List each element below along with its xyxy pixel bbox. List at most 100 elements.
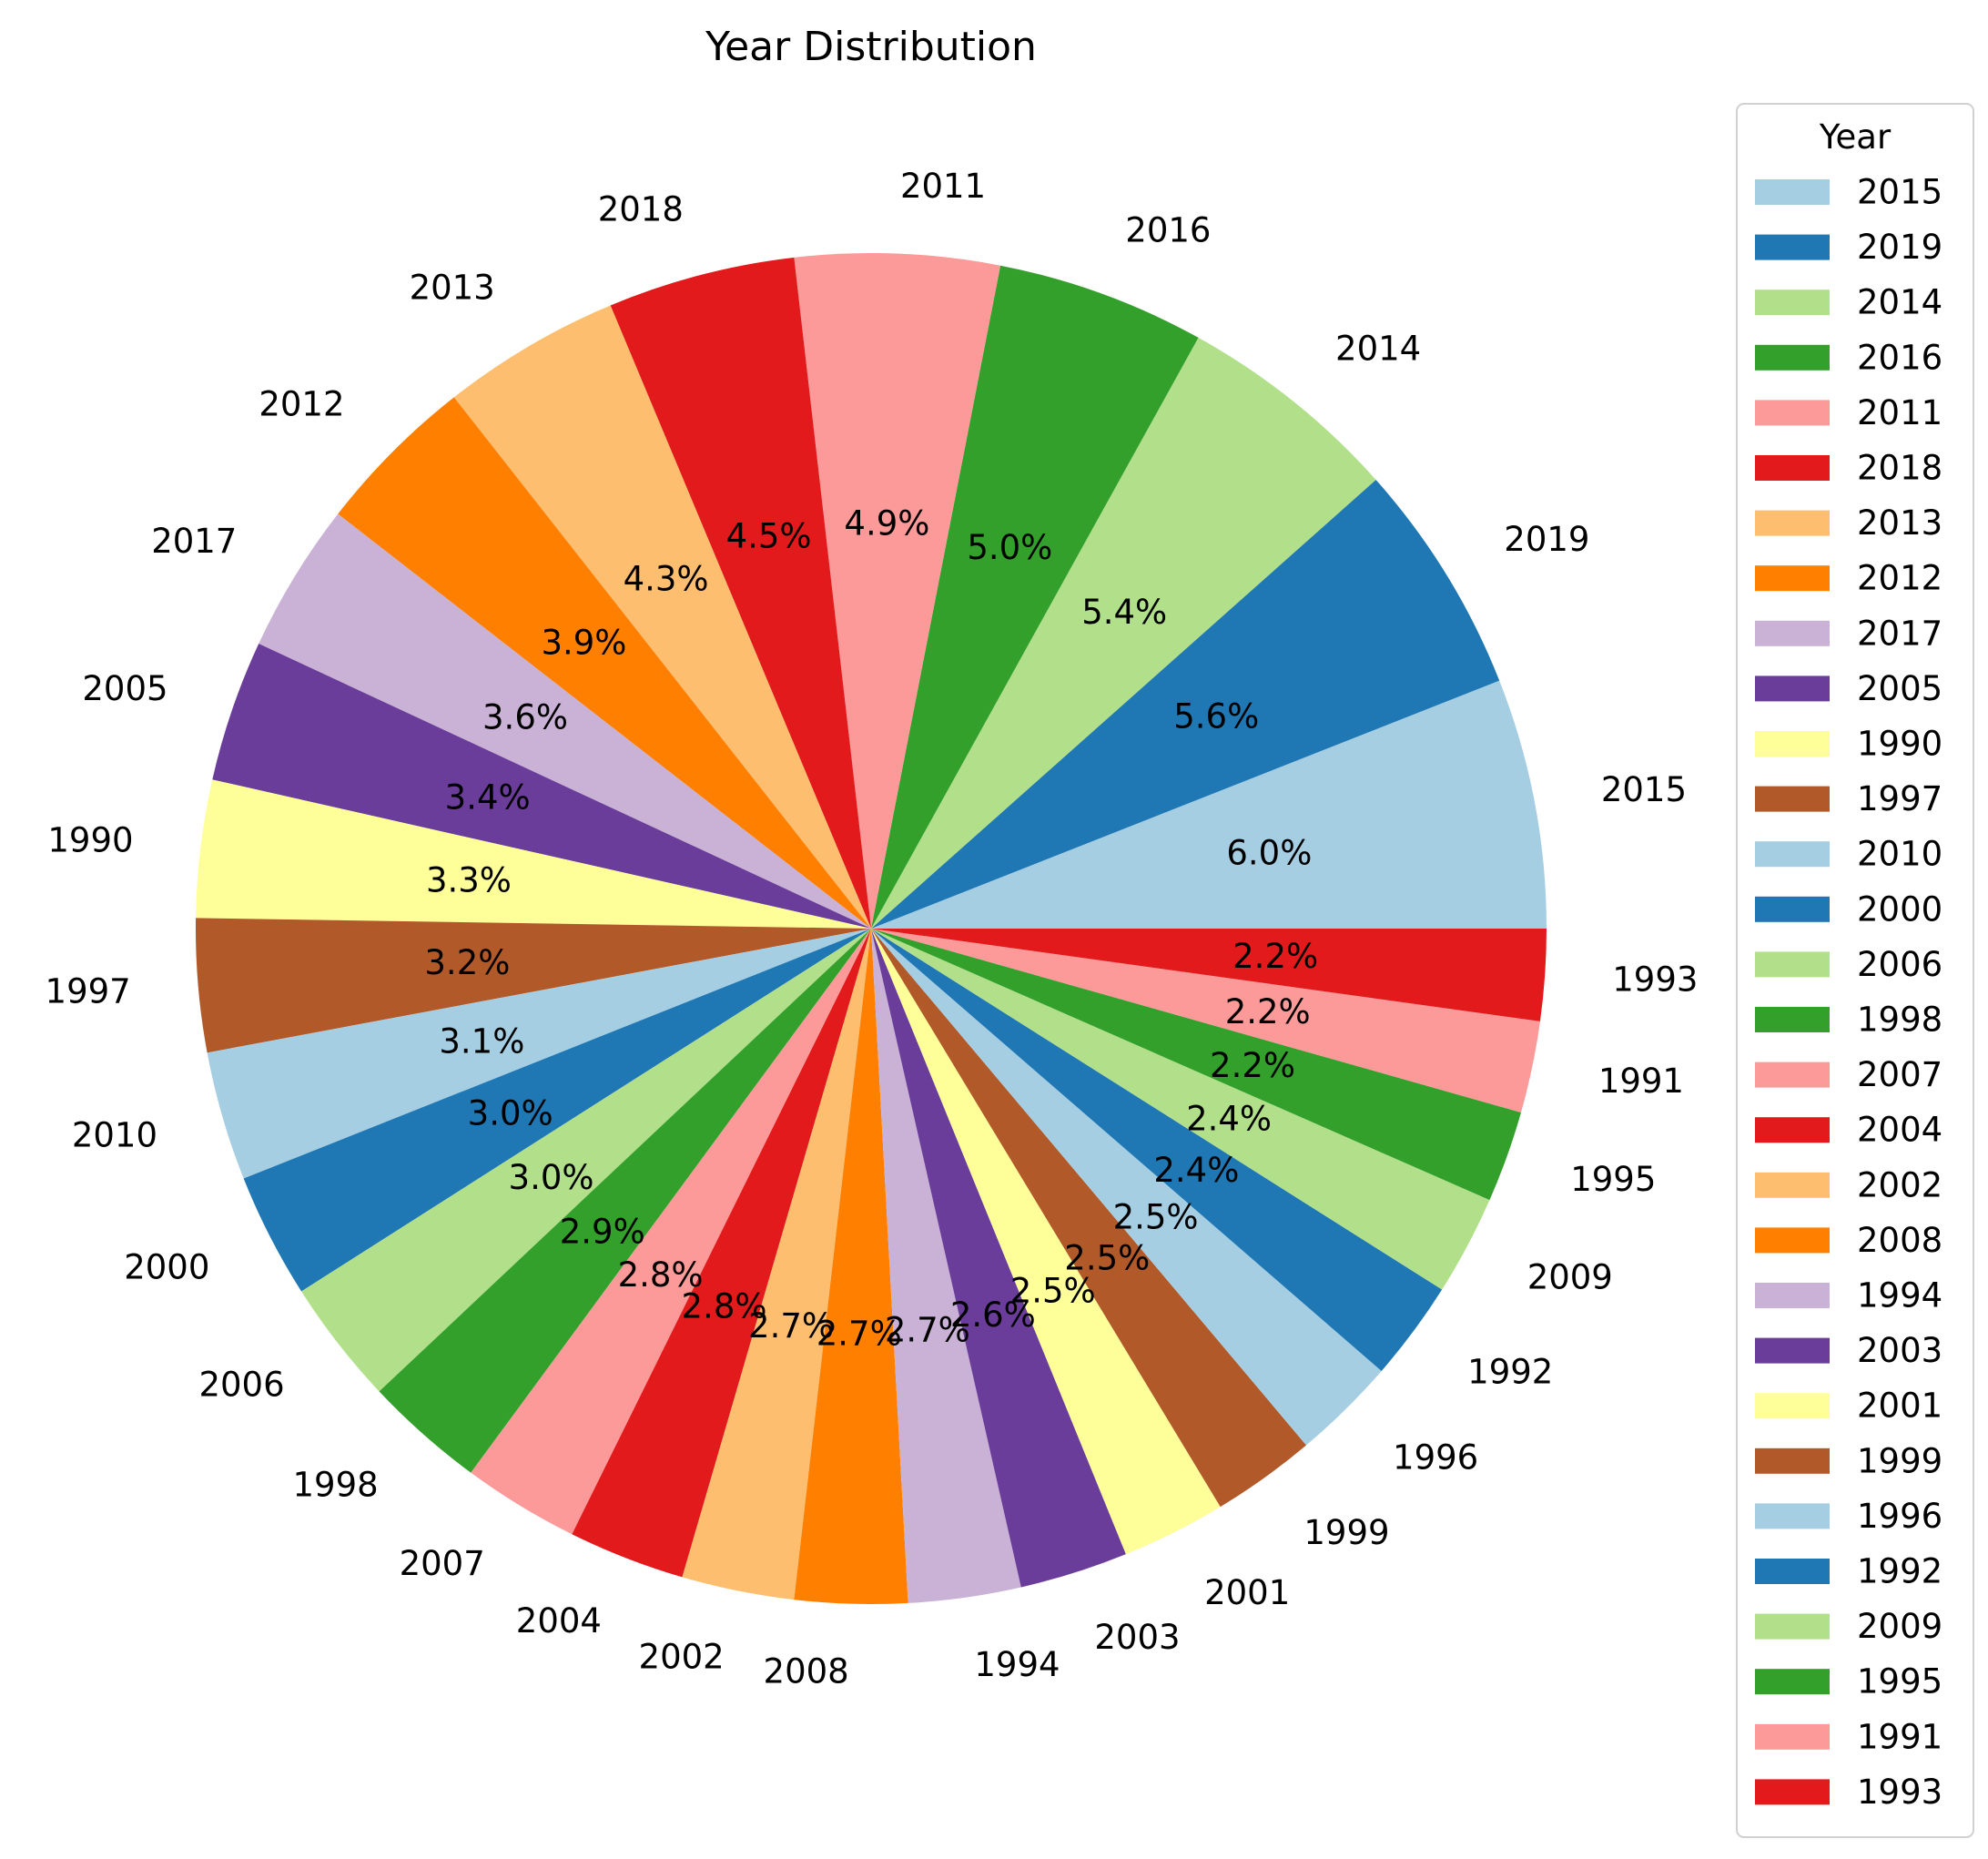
legend-swatch-1998 <box>1755 1007 1830 1032</box>
pie-slice-2003 <box>871 929 1126 1588</box>
legend-label: 1993 <box>1857 1773 1942 1812</box>
legend-swatch-2005 <box>1755 676 1830 702</box>
slice-percent-label: 2.9% <box>560 1213 645 1252</box>
legend-swatch-1997 <box>1755 786 1830 812</box>
slice-percent-label: 3.2% <box>424 943 510 982</box>
slice-year-label: 1996 <box>1393 1438 1478 1478</box>
pie-slice-1991 <box>871 929 1540 1112</box>
slice-percent-label: 2.7% <box>885 1310 970 1349</box>
slice-percent-label: 6.0% <box>1226 833 1312 872</box>
pie-slice-1996 <box>871 929 1382 1446</box>
slice-percent-label: 3.3% <box>426 861 512 900</box>
legend-swatch-1990 <box>1755 731 1830 757</box>
pie-slice-1993 <box>871 929 1547 1021</box>
slice-percent-label: 3.9% <box>541 623 626 662</box>
pie-slice-2013 <box>453 305 871 929</box>
pie-slice-1998 <box>379 929 871 1473</box>
pie-slice-1995 <box>871 929 1521 1201</box>
legend-label: 1995 <box>1857 1662 1942 1702</box>
slice-percent-label: 2.8% <box>618 1255 704 1295</box>
pie-slice-2002 <box>682 929 871 1600</box>
legend-label: 2007 <box>1857 1055 1942 1094</box>
legend-label: 1998 <box>1857 1001 1942 1040</box>
slice-year-label: 2016 <box>1125 211 1211 250</box>
legend-label: 2003 <box>1857 1331 1942 1370</box>
slice-percent-label: 2.2% <box>1225 992 1311 1031</box>
pie-slice-2018 <box>610 257 871 930</box>
slice-year-label: 1999 <box>1303 1513 1389 1552</box>
legend-label: 2015 <box>1857 173 1942 212</box>
legend-swatch-2010 <box>1755 841 1830 868</box>
slice-year-label: 2010 <box>72 1116 157 1155</box>
legend-swatch-2012 <box>1755 565 1830 592</box>
slice-year-label: 2018 <box>598 190 684 229</box>
legend-label: 2019 <box>1857 228 1942 267</box>
pie-slice-2009 <box>871 929 1490 1290</box>
slice-percent-label: 3.1% <box>439 1021 524 1061</box>
slice-year-labels: 2015 2019 2014 2016 2011 2018 2013 2012 2017 2005… <box>46 167 1699 1691</box>
legend-label: 2017 <box>1857 614 1942 653</box>
legend-label: 2004 <box>1857 1111 1942 1150</box>
legend-label: 2018 <box>1857 449 1942 488</box>
legend-swatch-1999 <box>1755 1448 1830 1474</box>
legend-label: 1997 <box>1857 779 1942 818</box>
legend-label: 2013 <box>1857 503 1942 543</box>
slice-year-label: 2017 <box>151 522 237 561</box>
legend-swatch-1996 <box>1755 1503 1830 1529</box>
legend-swatch-2016 <box>1755 344 1830 371</box>
legend-label: 2012 <box>1857 559 1942 598</box>
pie-slice-2007 <box>471 929 871 1535</box>
slice-percent-label: 2.2% <box>1210 1046 1295 1085</box>
legend-label: 1990 <box>1857 725 1942 764</box>
legend-swatch-2006 <box>1755 951 1830 978</box>
legend-label: 2005 <box>1857 669 1942 708</box>
slice-percent-label: 5.0% <box>967 528 1052 567</box>
legend-swatch-1994 <box>1755 1283 1830 1308</box>
chart-title: Year Distribution <box>705 24 1037 70</box>
slice-year-label: 1990 <box>47 821 133 860</box>
pie-slice-2019 <box>871 480 1500 929</box>
legend-label: 2000 <box>1857 889 1942 929</box>
legend-swatch-2008 <box>1755 1227 1830 1254</box>
slice-year-label: 2007 <box>400 1544 485 1583</box>
legend-label: 2016 <box>1857 338 1942 377</box>
legend-swatch-2017 <box>1755 620 1830 646</box>
legend-label: 2009 <box>1857 1607 1942 1646</box>
slice-year-label: 2015 <box>1601 770 1687 809</box>
legend-label: 1991 <box>1857 1717 1942 1756</box>
legend-swatch-2003 <box>1755 1337 1830 1364</box>
legend-swatch-2019 <box>1755 234 1830 260</box>
slice-percent-label: 2.6% <box>950 1295 1036 1335</box>
slice-year-label: 1997 <box>46 971 131 1011</box>
slice-percent-label: 2.5% <box>1010 1271 1096 1310</box>
slice-percent-label: 2.8% <box>682 1286 767 1326</box>
slice-year-label: 2000 <box>124 1247 209 1286</box>
pie-slice-2008 <box>794 929 908 1604</box>
legend-swatch-1993 <box>1755 1779 1830 1805</box>
slice-percent-label: 3.0% <box>468 1093 553 1133</box>
pie-slice-2011 <box>794 253 1001 930</box>
slice-percent-labels: 6.0% 5.6% 5.4% 5.0% 4.9% 4.5% 4.3% 3.9% 3.6% 3.4%… <box>424 504 1318 1354</box>
slice-percent-label: 4.5% <box>726 517 812 556</box>
slice-percent-label: 2.5% <box>1113 1198 1199 1237</box>
legend-label: 1992 <box>1857 1552 1942 1591</box>
slice-year-label: 2014 <box>1335 329 1421 368</box>
legend-title: Year <box>1819 117 1892 157</box>
slice-year-label: 1992 <box>1467 1352 1553 1391</box>
slice-percent-label: 2.4% <box>1186 1099 1272 1138</box>
slice-year-label: 2003 <box>1094 1618 1180 1657</box>
slice-percent-label: 2.7% <box>816 1315 902 1354</box>
legend-swatch-2001 <box>1755 1393 1830 1419</box>
slice-year-label: 2009 <box>1527 1258 1613 1297</box>
pie-slice-1999 <box>871 929 1307 1508</box>
slice-year-label: 2004 <box>516 1601 602 1641</box>
legend-swatch-2002 <box>1755 1172 1830 1198</box>
legend-swatch-2007 <box>1755 1062 1830 1088</box>
slice-year-label: 1993 <box>1612 960 1698 1000</box>
slice-percent-label: 5.6% <box>1173 696 1259 736</box>
slice-percent-label: 4.3% <box>624 560 709 599</box>
slice-year-label: 2002 <box>639 1638 725 1677</box>
legend-swatch-2011 <box>1755 400 1830 426</box>
slice-year-label: 1995 <box>1570 1160 1656 1199</box>
pie-slice-1990 <box>196 779 871 929</box>
